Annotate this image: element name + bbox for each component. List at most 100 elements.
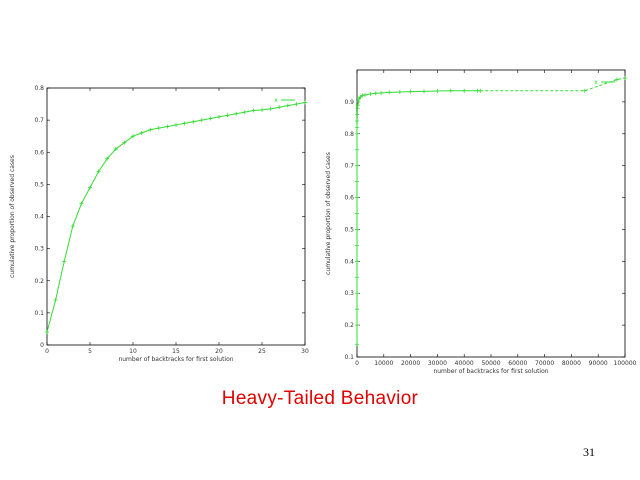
data-point [165, 124, 170, 129]
x-tick-label: 0 [355, 360, 359, 367]
x-tick-label: 70000 [535, 360, 554, 367]
data-point [260, 107, 264, 112]
data-point [355, 243, 359, 248]
x-tick-label: 10 [129, 348, 137, 355]
data-point [131, 134, 135, 139]
y-tick-label: 0.1 [34, 310, 44, 317]
data-point [355, 112, 360, 117]
data-point [70, 224, 75, 229]
data-point [174, 122, 178, 127]
y-tick-label: 0.5 [344, 226, 354, 233]
x-tick-label: 90000 [589, 360, 608, 367]
x-tick-label: 15 [172, 348, 180, 355]
x-tick-label: 25 [258, 348, 266, 355]
x-axis-label: number of backtracks for first solution [433, 368, 548, 375]
data-point [53, 298, 58, 303]
data-point [623, 75, 627, 80]
data-point [448, 88, 453, 93]
data-point [355, 342, 359, 347]
y-tick-label: 0.7 [34, 117, 44, 124]
data-point [435, 89, 440, 94]
x-axis-label: number of backtracks for first solution [118, 356, 233, 363]
data-point [62, 259, 67, 264]
legend-glyph: x [274, 97, 278, 104]
y-tick-label: 0.3 [34, 246, 44, 253]
data-point [355, 259, 359, 264]
y-tick-label: 0.4 [344, 258, 354, 265]
data-point [105, 156, 110, 161]
data-point [408, 89, 413, 94]
data-point [234, 111, 239, 116]
y-axis-label: cumulative proportion of observed cases [9, 155, 16, 278]
data-point [191, 119, 196, 124]
data-point [356, 99, 361, 104]
y-axis-label: cumulative proportion of observed cases [325, 152, 332, 275]
x-tick-label: 20000 [401, 360, 420, 367]
series-line-1 [480, 77, 626, 92]
data-point [614, 77, 619, 82]
data-point [478, 88, 483, 93]
y-tick-label: 0.7 [344, 163, 354, 170]
data-point [294, 102, 299, 107]
x-tick-label: 10000 [374, 360, 393, 367]
data-point [358, 95, 363, 100]
data-point [363, 92, 368, 97]
data-point [182, 121, 187, 126]
x-tick-label: 80000 [562, 360, 581, 367]
data-point [355, 125, 359, 130]
data-point [355, 195, 359, 200]
data-point [355, 275, 359, 280]
data-point [268, 106, 273, 111]
x-tick-label: 40000 [455, 360, 474, 367]
data-point [225, 113, 230, 118]
y-tick-label: 0.5 [34, 181, 44, 188]
data-point [88, 185, 92, 190]
data-point [355, 119, 360, 124]
data-point [355, 147, 359, 152]
x-tick-label: 5 [88, 348, 92, 355]
data-point [462, 88, 467, 93]
data-point [355, 131, 359, 136]
y-tick-label: 0.9 [344, 99, 354, 106]
data-point [96, 169, 101, 174]
y-tick-label: 0.2 [344, 322, 354, 329]
plot-frame-1 [356, 69, 626, 358]
x-tick-label: 30 [301, 348, 309, 355]
data-point [242, 110, 247, 115]
y-tick-label: 0.4 [34, 214, 44, 221]
data-point [355, 291, 359, 296]
data-point [79, 201, 84, 206]
data-point [355, 103, 360, 108]
data-point [355, 179, 359, 184]
x-tick-label: 50000 [481, 360, 500, 367]
data-point [217, 114, 221, 119]
y-tick-label: 0 [40, 342, 44, 349]
legend-glyph: x [594, 79, 598, 86]
data-point [208, 116, 213, 121]
data-point [379, 90, 384, 95]
data-point [113, 147, 118, 152]
y-tick-label: 0.3 [344, 290, 354, 297]
data-point [360, 93, 365, 98]
data-point [422, 89, 426, 94]
series-line-0 [356, 90, 481, 345]
y-tick-label: 0.6 [34, 149, 44, 156]
x-tick-label: 20 [215, 348, 223, 355]
data-point [277, 105, 282, 110]
slide-number: 31 [583, 445, 595, 459]
data-point [303, 100, 307, 105]
data-point [148, 127, 153, 132]
data-point [373, 91, 378, 96]
data-point [251, 108, 256, 113]
data-point [45, 330, 49, 335]
data-point [355, 307, 359, 312]
data-point [368, 91, 373, 96]
data-point [285, 103, 290, 108]
data-point [355, 211, 359, 216]
x-tick-label: 30000 [428, 360, 447, 367]
data-point [355, 323, 359, 328]
y-tick-label: 0.8 [344, 131, 354, 138]
y-tick-label: 0.1 [344, 354, 354, 361]
